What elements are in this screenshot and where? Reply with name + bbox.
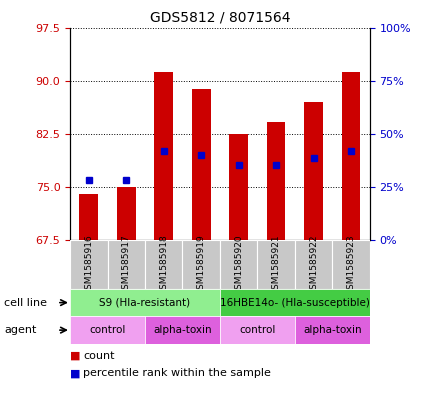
Text: control: control <box>89 325 126 335</box>
Bar <box>117 187 136 240</box>
Bar <box>220 240 258 289</box>
Bar <box>70 240 108 289</box>
Bar <box>192 89 210 240</box>
Text: alpha-toxin: alpha-toxin <box>303 325 362 335</box>
Bar <box>220 316 295 344</box>
Text: GSM1585917: GSM1585917 <box>122 234 131 295</box>
Bar <box>304 102 323 240</box>
Bar <box>258 240 295 289</box>
Bar <box>267 121 286 240</box>
Bar <box>230 134 248 240</box>
Text: GSM1585921: GSM1585921 <box>272 234 280 295</box>
Text: ■: ■ <box>70 368 81 378</box>
Text: agent: agent <box>4 325 37 335</box>
Bar <box>145 240 182 289</box>
Text: GSM1585922: GSM1585922 <box>309 234 318 294</box>
Text: GSM1585916: GSM1585916 <box>84 234 94 295</box>
Text: S9 (Hla-resistant): S9 (Hla-resistant) <box>99 298 190 308</box>
Bar <box>154 72 173 240</box>
Text: percentile rank within the sample: percentile rank within the sample <box>83 368 271 378</box>
Bar <box>332 240 370 289</box>
Text: alpha-toxin: alpha-toxin <box>153 325 212 335</box>
Text: GSM1585919: GSM1585919 <box>197 234 206 295</box>
Bar <box>70 289 220 316</box>
Bar <box>108 240 145 289</box>
Bar <box>70 316 145 344</box>
Bar <box>295 240 332 289</box>
Text: GSM1585920: GSM1585920 <box>234 234 243 295</box>
Text: control: control <box>239 325 275 335</box>
Bar <box>79 194 98 240</box>
Text: ■: ■ <box>70 351 81 361</box>
Bar <box>342 72 360 240</box>
Bar <box>220 289 370 316</box>
Text: 16HBE14o- (Hla-susceptible): 16HBE14o- (Hla-susceptible) <box>220 298 370 308</box>
Text: count: count <box>83 351 114 361</box>
Title: GDS5812 / 8071564: GDS5812 / 8071564 <box>150 11 290 25</box>
Text: cell line: cell line <box>4 298 47 308</box>
Bar <box>145 316 220 344</box>
Text: GSM1585923: GSM1585923 <box>346 234 356 295</box>
Bar <box>295 316 370 344</box>
Bar <box>182 240 220 289</box>
Text: GSM1585918: GSM1585918 <box>159 234 168 295</box>
